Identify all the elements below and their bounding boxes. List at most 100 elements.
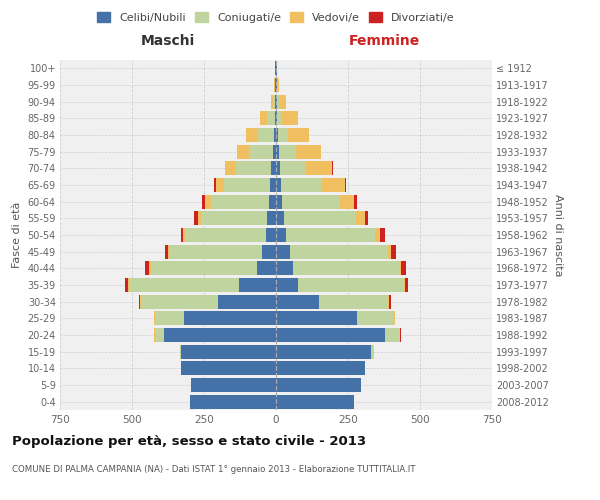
Bar [296,144,320,159]
Bar [365,211,368,226]
Bar [269,194,276,209]
Bar [380,228,385,242]
Bar [276,128,278,142]
Bar [276,361,365,376]
Bar [155,328,164,342]
Bar [262,244,276,259]
Bar [236,144,250,159]
Bar [201,211,268,226]
Bar [155,311,184,326]
Bar [298,278,404,292]
Bar [268,112,275,126]
Bar [194,211,197,226]
Bar [266,228,276,242]
Bar [279,94,286,109]
Bar [257,261,276,276]
Bar [168,244,169,259]
Bar [277,78,279,92]
Bar [224,178,270,192]
Bar [211,194,269,209]
Bar [205,194,211,209]
Bar [282,112,298,126]
Bar [183,228,185,242]
Bar [185,228,266,242]
Text: Maschi: Maschi [141,34,195,48]
Bar [274,128,276,142]
Bar [283,194,340,209]
Bar [276,344,371,359]
Text: COMUNE DI PALMA CAMPANIA (NA) - Dati ISTAT 1° gennaio 2013 - Elaborazione TUTTIT: COMUNE DI PALMA CAMPANIA (NA) - Dati IST… [12,465,415,474]
Bar [218,294,276,308]
Bar [279,144,296,159]
Bar [344,178,346,192]
Bar [276,278,298,292]
Bar [388,244,391,259]
Bar [355,194,357,209]
Legend: Celibi/Nubili, Coniugati/e, Vedovi/e, Divorziati/e: Celibi/Nubili, Coniugati/e, Vedovi/e, Di… [93,8,459,28]
Bar [276,311,356,326]
Bar [276,394,354,409]
Bar [149,261,151,276]
Bar [280,162,306,175]
Bar [125,278,128,292]
Bar [272,144,276,159]
Bar [276,112,277,126]
Bar [215,178,224,192]
Bar [202,194,205,209]
Bar [181,361,276,376]
Bar [197,211,201,226]
Bar [319,294,388,308]
Bar [277,112,282,126]
Bar [128,278,129,292]
Bar [275,94,276,109]
Bar [273,94,275,109]
Bar [181,344,276,359]
Bar [276,78,277,92]
Bar [179,344,181,359]
Bar [281,178,322,192]
Bar [276,328,385,342]
Bar [239,278,276,292]
Bar [276,294,319,308]
Bar [284,211,356,226]
Text: Popolazione per età, sesso e stato civile - 2013: Popolazione per età, sesso e stato civil… [12,435,366,448]
Bar [388,294,389,308]
Bar [250,144,272,159]
Bar [389,294,391,308]
Bar [385,328,400,342]
Bar [190,394,276,409]
Bar [260,112,268,126]
Bar [276,144,279,159]
Bar [191,378,276,392]
Bar [276,261,293,276]
Bar [271,94,273,109]
Bar [236,162,271,175]
Y-axis label: Fasce di età: Fasce di età [12,202,22,268]
Bar [293,261,400,276]
Bar [277,94,279,109]
Bar [214,178,215,192]
Bar [276,228,286,242]
Bar [286,228,376,242]
Bar [276,178,281,192]
Bar [165,244,168,259]
Bar [276,194,283,209]
Bar [289,128,308,142]
Bar [275,112,276,126]
Bar [270,178,276,192]
Bar [401,261,406,276]
Bar [356,311,394,326]
Bar [164,328,276,342]
Bar [276,211,284,226]
Bar [129,278,239,292]
Bar [184,311,276,326]
Bar [258,128,274,142]
Bar [276,94,277,109]
Bar [276,244,290,259]
Bar [340,194,355,209]
Text: Femmine: Femmine [349,34,419,48]
Bar [371,344,374,359]
Bar [278,128,289,142]
Bar [247,128,258,142]
Bar [400,261,401,276]
